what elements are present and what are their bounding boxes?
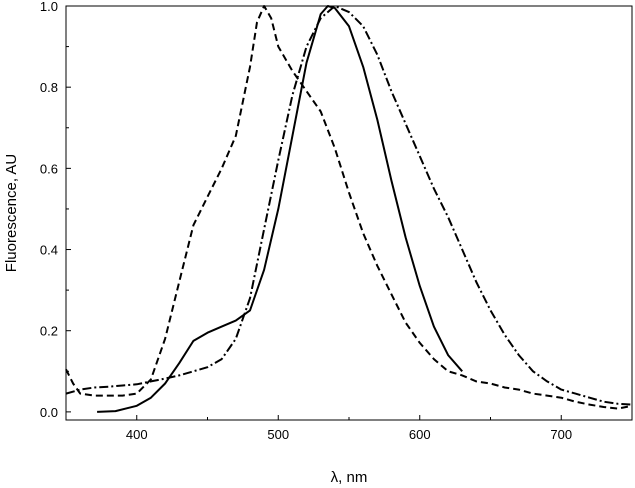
x-axis: 400 500 600 700 — [65, 415, 633, 442]
x-tick-label: 700 — [550, 427, 572, 442]
series-line-dashed — [65, 5, 633, 410]
x-axis-title: λ, nm — [331, 469, 368, 486]
y-axis-title: Fluorescence, AU — [3, 154, 20, 272]
series-layer — [65, 5, 633, 413]
series-line-dashdot — [65, 5, 633, 406]
plot-area — [65, 5, 633, 421]
y-tick-label: 0.2 — [40, 324, 58, 339]
series-line-solid — [97, 5, 463, 413]
x-tick-label: 400 — [126, 427, 148, 442]
y-tick-label: 1.0 — [40, 0, 58, 14]
y-tick-label: 0.8 — [40, 80, 58, 95]
y-tick-label: 0.0 — [40, 405, 58, 420]
x-tick-label: 500 — [267, 427, 289, 442]
y-tick-label: 0.6 — [40, 161, 58, 176]
y-axis: 0.0 0.2 0.4 0.6 0.8 1.0 — [40, 0, 71, 420]
x-tick-label: 600 — [409, 427, 431, 442]
plot-border — [65, 5, 633, 421]
y-tick-label: 0.4 — [40, 243, 58, 258]
